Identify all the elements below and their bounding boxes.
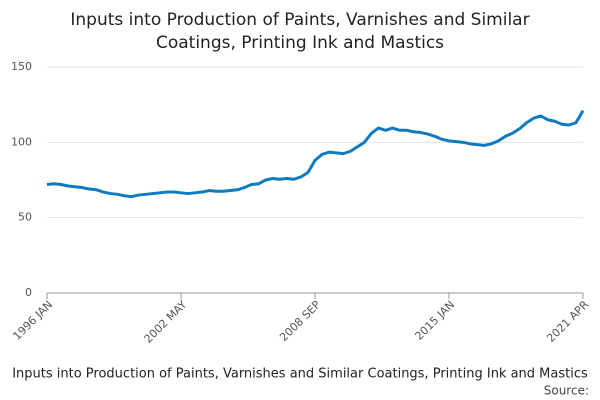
y-tick-label: 100	[11, 135, 32, 148]
y-tick-label: 50	[18, 211, 32, 224]
caption: Inputs into Production of Paints, Varnis…	[12, 367, 588, 382]
x-tick-label: 2008 SEP	[277, 298, 323, 344]
data-line	[46, 109, 585, 199]
x-tick-label: 1996 JAN	[10, 298, 55, 343]
chart-title: Inputs into Production of Paints, Varnis…	[70, 10, 529, 30]
x-tick-label: 2021 APR	[544, 298, 591, 345]
y-tick-label: 0	[25, 286, 32, 299]
chart-title: Coatings, Printing Ink and Mastics	[156, 33, 444, 53]
y-tick-label: 150	[11, 60, 32, 73]
source: Source:	[544, 384, 589, 398]
x-tick-label: 2002 MAY	[142, 298, 190, 346]
x-tick-label: 2015 JAN	[412, 298, 457, 343]
